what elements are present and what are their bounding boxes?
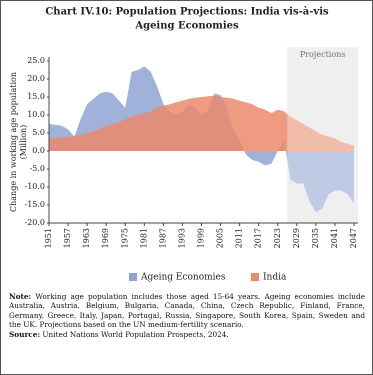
chart-title: Ageing Economies (134, 21, 239, 32)
chart-title: Chart IV.10: Population Projections: Ind… (45, 7, 329, 18)
note-label: Note: (9, 292, 32, 301)
x-tick-label: 1951 (44, 228, 53, 248)
source-text: Source: United Nations World Population … (9, 330, 365, 339)
x-tick-label: 2017 (254, 228, 263, 248)
legend-label: Ageing Economies (140, 273, 226, 283)
y-axis-label: (Million) (19, 125, 28, 160)
legend-swatch (129, 273, 137, 281)
x-tick-label: 1963 (82, 228, 91, 248)
y-tick-label: -10.0 (24, 182, 45, 191)
x-tick-label: 2005 (216, 228, 225, 248)
y-tick-label: 15.0 (27, 92, 45, 101)
y-tick-label: 0.0 (32, 146, 45, 155)
x-tick-label: 1981 (139, 228, 148, 248)
note-text: Note: Working age population includes th… (9, 292, 365, 330)
x-tick-label: 2035 (311, 228, 320, 248)
x-tick-label: 2047 (349, 228, 358, 248)
x-tick-label: 2011 (235, 228, 244, 248)
source-body: United Nations World Population Prospect… (42, 329, 229, 339)
y-tick-label: 20.0 (27, 74, 45, 83)
y-tick-label: -15.0 (24, 200, 45, 209)
chart: Chart IV.10: Population Projections: Ind… (9, 7, 358, 283)
area (49, 95, 354, 151)
x-tick-label: 1957 (63, 228, 72, 248)
x-tick-label: 1999 (197, 228, 206, 248)
x-tick-label: 2029 (292, 228, 301, 248)
x-tick-label: 1987 (158, 228, 167, 248)
x-tick-label: 2041 (330, 228, 339, 248)
source-label: Source: (9, 329, 41, 339)
note-body: Working age population includes those ag… (9, 292, 366, 330)
x-tick-label: 1969 (101, 228, 110, 248)
y-tick-label: -20.0 (24, 218, 45, 227)
legend-swatch (251, 273, 259, 281)
y-tick-label: -5.0 (30, 164, 45, 173)
x-tick-label: 1993 (177, 228, 186, 248)
projection-label: Projections (300, 50, 346, 59)
y-tick-label: 25.0 (27, 56, 45, 65)
projection-wash (287, 47, 358, 223)
legend-label: India (263, 273, 287, 283)
x-tick-label: 1975 (120, 228, 129, 248)
note: Note: Working age population includes th… (9, 292, 365, 339)
y-axis-label: Change in working age population (9, 72, 18, 212)
y-tick-label: 5.0 (32, 128, 45, 137)
x-tick-label: 2023 (273, 228, 282, 248)
y-tick-label: 10.0 (27, 110, 45, 119)
